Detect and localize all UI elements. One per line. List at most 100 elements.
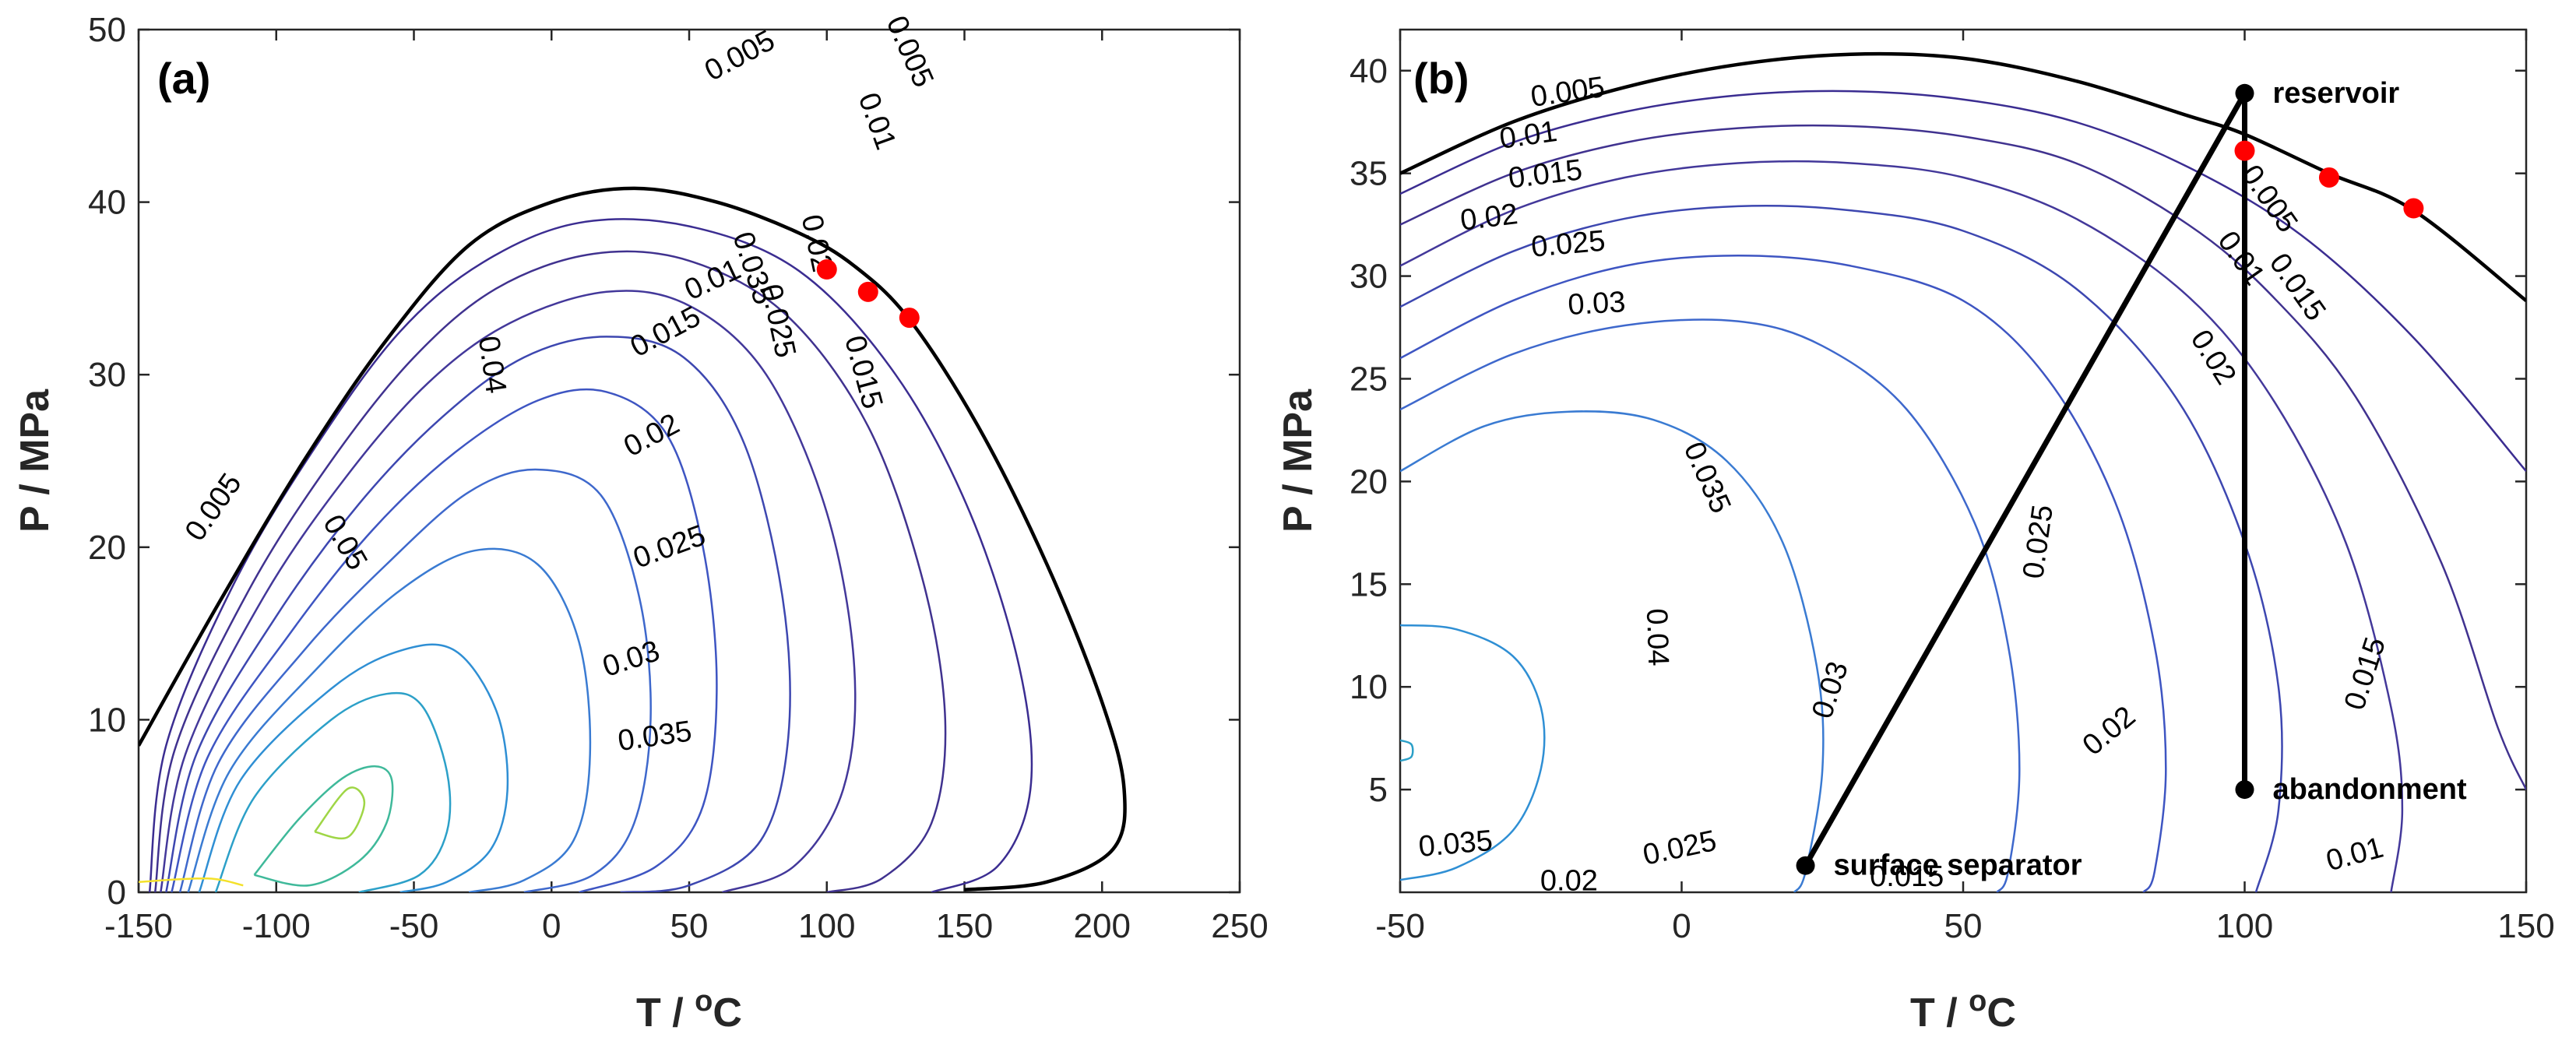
panel-a-contour-0-04 <box>198 643 509 892</box>
panel-b-contour-0-005 <box>1400 90 2526 473</box>
panel-b-contour-0-05 <box>1400 739 1414 762</box>
panel-a-xtick-label: -150 <box>104 907 173 945</box>
panel-b-contour-0-03 <box>1400 318 2021 892</box>
panel-b-label: (b) <box>1413 54 1469 103</box>
panel-a-xtick-label: 200 <box>1074 907 1131 945</box>
panel-a-xlabel: T / oC <box>636 985 742 1036</box>
panel-b-points: reservoir abandonment surface separator <box>1796 77 2467 882</box>
panel-a-xtick-label: 100 <box>798 907 855 945</box>
panel-a-red-point <box>816 259 837 280</box>
panel-b-contours <box>1400 90 2526 892</box>
panel-b-point-surface-separator <box>1796 856 1815 875</box>
panel-b-ytick-label: 5 <box>1369 771 1388 809</box>
panel-b-contour-label: 0.02 <box>1459 198 1520 237</box>
panel-a-xtick-label: 0 <box>542 907 561 945</box>
panel-b-red-point <box>2234 140 2255 161</box>
panel-a-ticks: -150 -100 -50 0 50 100 150 200 250 0 10 20 30 40 50 <box>88 11 1269 945</box>
panel-a-contour-0-01 <box>153 250 947 892</box>
panel-a-ytick-label: 20 <box>88 529 126 567</box>
panel-a-contour-0-025 <box>171 388 718 892</box>
panel-a-contour-label: 0.005 <box>699 24 780 88</box>
panel-a-ytick-label: 40 <box>88 184 126 222</box>
panel-b-contour-label: 0.015 <box>2263 248 2332 327</box>
panel-a-contour-label: 0.005 <box>179 468 248 547</box>
panel-b-ytick-label: 25 <box>1350 360 1388 398</box>
panel-a-contour-label: 0.05 <box>316 509 373 575</box>
panel-b-contour-label: 0.02 <box>2077 700 2142 762</box>
panel-b-contour-label: 0.035 <box>1417 825 1494 863</box>
panel-a-marks <box>139 186 1127 892</box>
panel-a-xtick-label: -50 <box>389 907 439 945</box>
panel-b-contour-label: 0.02 <box>2184 325 2243 391</box>
panel-a-ytick-label: 0 <box>107 874 126 912</box>
panel-b-phase-envelope <box>1400 51 2526 302</box>
panel-a-contour-label: 0.01 <box>852 89 903 154</box>
panel-a-contour-label: 0.025 <box>629 519 710 575</box>
panel-a-red-point <box>899 308 920 329</box>
panel-b-contour-0-035 <box>1400 410 1825 892</box>
panel-a-contour-label: 0.03 <box>599 635 663 684</box>
panel-a-contour-0-2 <box>139 877 244 887</box>
panel-b-red-point <box>2403 198 2424 219</box>
panel-b-contour-label: 0.01 <box>2211 226 2271 292</box>
panel-b-contour-label: 0.025 <box>1530 225 1606 264</box>
panel-b-contour-label: 0.02 <box>1540 864 1598 897</box>
panel-a-label: (a) <box>157 54 210 103</box>
panel-b-contour-label: 0.015 <box>1507 153 1585 195</box>
panel-a-contour-label: 0.015 <box>838 332 889 413</box>
panel-b-point-label-abandonment: abandonment <box>2273 773 2467 806</box>
panel-a-xtick-label: -100 <box>242 907 311 945</box>
panel-a-ytick-label: 50 <box>88 11 126 49</box>
panel-a-ytick-label: 10 <box>88 701 126 739</box>
panel-b-red-point <box>2318 167 2339 188</box>
panel-b-ylabel: P / MPa <box>1276 389 1321 533</box>
panel-b-ytick-label: 35 <box>1350 155 1388 193</box>
panel-a-contour-labels: 0.0050.010.0150.020.0250.030.0350.040.05… <box>179 11 940 758</box>
panel-b-contour-label: 0.025 <box>1640 825 1719 872</box>
panel-b-ticks: -50 0 50 100 150 5 10 15 20 25 30 35 40 <box>1350 30 2555 945</box>
panel-a-red-point <box>857 281 878 302</box>
panel-b-ytick-label: 30 <box>1350 258 1388 296</box>
panel-a-ylabel: P / MPa <box>12 389 58 533</box>
panel-b-point-label-surface-separator: surface separator <box>1834 849 2082 882</box>
panel-b-ytick-label: 40 <box>1350 52 1388 90</box>
panel-a-contour-label: 0.035 <box>616 715 694 758</box>
panel-a-contour-0-015 <box>160 290 857 892</box>
panel-a-contour-0-005 <box>148 218 1033 892</box>
panel-b-xlabel: T / oC <box>1910 985 2016 1036</box>
panel-b-contour-label: 0.01 <box>1497 115 1559 156</box>
panel-a-contour-label: 0.015 <box>625 300 706 364</box>
panel-a-xtick-label: 150 <box>936 907 993 945</box>
panel-b-contour-0-02 <box>1400 204 2283 892</box>
panel-b-xtick-label: 100 <box>2216 907 2273 945</box>
panel-b-ytick-label: 10 <box>1350 668 1388 706</box>
panel-b-contour-0-04 <box>1400 624 1546 881</box>
panel-b-point-reservoir <box>2235 83 2254 103</box>
panel-a: -150 -100 -50 0 50 100 150 200 250 0 10 20 30 40 50 0.… <box>12 11 1269 1036</box>
panel-b-point-abandonment <box>2235 780 2254 800</box>
panel-a-contour-0-05 <box>214 691 452 892</box>
panel-a-contour-0-07 <box>253 765 394 887</box>
panel-b-marks <box>1400 51 2526 302</box>
panel-a-contour-0-035 <box>187 547 592 892</box>
panel-b-contour-label: 0.015 <box>1870 860 1944 893</box>
panel-b-contour-0-015 <box>1400 160 2404 892</box>
panel-a-points <box>816 259 920 329</box>
panel-b-contour-label: 0.005 <box>1529 71 1606 114</box>
panel-a-xtick-label: 250 <box>1211 907 1268 945</box>
panel-b-contour-label: 0.03 <box>1806 658 1855 723</box>
panel-b-contour-label: 0.025 <box>2017 503 2060 581</box>
panel-b-ytick-label: 15 <box>1350 565 1388 603</box>
panel-b-contour-label: 0.04 <box>1640 608 1675 666</box>
panel-a-contour-0-1 <box>314 786 366 840</box>
panel-a-contour-0-03 <box>178 468 652 892</box>
panel-b-xtick-label: 150 <box>2497 907 2554 945</box>
panel-a-xtick-label: 50 <box>670 907 709 945</box>
panel-a-contour-label: 0.04 <box>472 334 512 396</box>
panel-b-point-label-reservoir: reservoir <box>2273 77 2400 110</box>
panel-a-ytick-label: 30 <box>88 356 126 394</box>
panel-b-contour-label: 0.01 <box>2323 832 2387 878</box>
panel-a-phase-envelope <box>139 186 1127 892</box>
